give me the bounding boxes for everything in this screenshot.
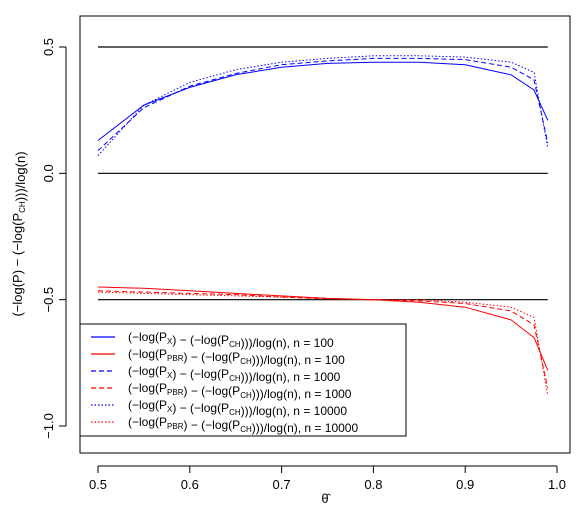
x-axis-label: θ̂ <box>321 491 331 506</box>
plot-frame <box>79 15 571 454</box>
x-tick-label-0: 0.5 <box>89 477 107 492</box>
series-line-4 <box>97 55 549 156</box>
legend-label-4: (−log(PX) − (−log(PCH)))/log(n), n = 100… <box>128 398 347 418</box>
legend-label-0: (−log(PX) − (−log(PCH)))/log(n), n = 100 <box>128 330 334 350</box>
x-tick-label-1: 0.6 <box>181 477 199 492</box>
legend-label-5: (−log(PPBR) − (−log(PCH)))/log(n), n = 1… <box>128 415 358 435</box>
legend-label-2: (−log(PX) − (−log(PCH)))/log(n), n = 100… <box>128 364 341 384</box>
legend-box <box>79 323 407 437</box>
y-tick-label-3: 0.5 <box>41 38 56 56</box>
series-layer <box>97 55 549 396</box>
y-axis-label: (−log(P) − (−log(PCH)))/log(n) <box>10 151 28 316</box>
x-tick-label-4: 0.9 <box>456 477 474 492</box>
reference-lines <box>98 46 548 301</box>
y-axis: −1.0 −0.5 0.0 0.5 <box>41 38 67 439</box>
y-tick-label-0: −1.0 <box>41 413 56 439</box>
series-line-5 <box>97 291 549 396</box>
axis-labels: θ̂ (−log(P) − (−log(PCH)))/log(n) <box>10 151 332 506</box>
y-tick-label-2: 0.0 <box>41 164 56 182</box>
x-axis: 0.5 0.6 0.7 0.8 0.9 1.0 <box>89 465 566 492</box>
x-tick-label-5: 1.0 <box>548 477 566 492</box>
series-line-2 <box>97 57 549 151</box>
y-tick-label-1: −0.5 <box>41 287 56 313</box>
series-line-0 <box>97 61 549 141</box>
x-tick-label-3: 0.8 <box>364 477 382 492</box>
x-tick-label-2: 0.7 <box>273 477 291 492</box>
legend-label-1: (−log(PPBR) − (−log(PCH)))/log(n), n = 1… <box>128 347 345 367</box>
legend-label-3: (−log(PPBR) − (−log(PCH)))/log(n), n = 1… <box>128 381 352 401</box>
legend: (−log(PX) − (−log(PCH)))/log(n), n = 100… <box>79 323 407 437</box>
